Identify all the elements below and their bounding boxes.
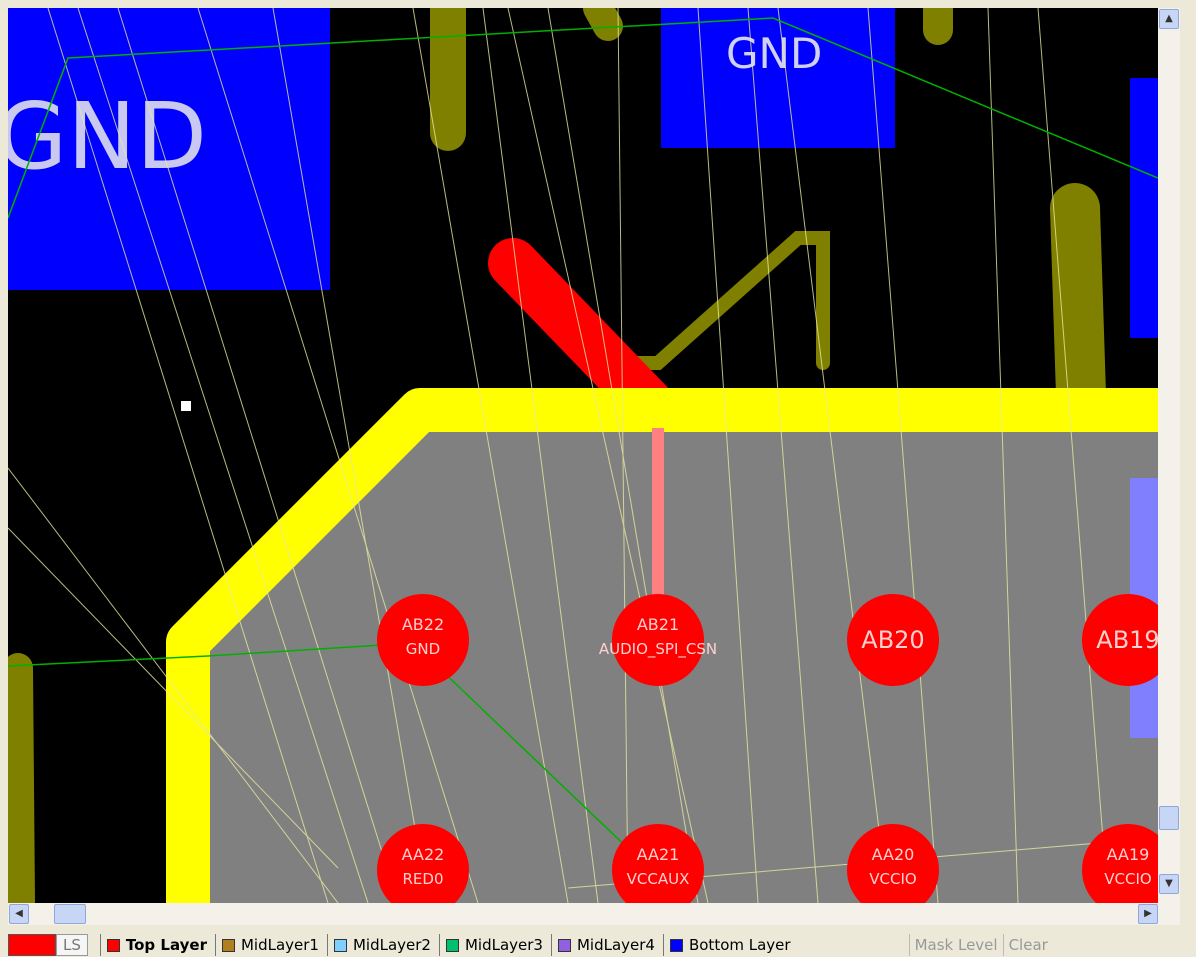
horizontal-scrollbar[interactable]: ◀ ▶ xyxy=(8,903,1180,925)
net-label: GND xyxy=(8,83,207,190)
scroll-right[interactable]: ▶ xyxy=(1138,904,1158,924)
tab-list: Top Layer MidLayer1 MidLayer2 MidLayer3 MidL… xyxy=(99,934,799,956)
pcb-canvas[interactable]: GND GND xyxy=(8,8,1158,903)
layer-tab[interactable]: Bottom Layer xyxy=(662,934,799,956)
layer-color xyxy=(106,938,120,952)
layer-color xyxy=(557,938,571,952)
layer-tabs: LS Top Layer MidLayer1 MidLayer2 MidLayer3 M… xyxy=(8,933,1196,957)
layer-label: Top Layer xyxy=(125,936,207,954)
layer-color xyxy=(221,938,235,952)
layer-label: Bottom Layer xyxy=(688,936,791,954)
pad-net: VCCIO xyxy=(1104,870,1151,888)
toolbar-icons[interactable] xyxy=(819,934,909,956)
layer-label: MidLayer2 xyxy=(352,936,431,954)
cursor xyxy=(181,401,191,411)
pad-net: GND xyxy=(406,640,440,658)
connections xyxy=(8,17,1158,859)
current-layer-color[interactable] xyxy=(8,934,56,956)
layer-color xyxy=(669,938,683,952)
layer-tab[interactable]: MidLayer4 xyxy=(550,934,663,956)
layer-tab[interactable]: MidLayer1 xyxy=(214,934,327,956)
scroll-left[interactable]: ◀ xyxy=(9,904,29,924)
pad xyxy=(612,824,704,903)
pad-net: AUDIO_SPI_CSN xyxy=(599,640,717,659)
pad-name: AA22 xyxy=(402,845,445,864)
vertical-scrollbar[interactable]: ▲ ▼ xyxy=(1158,8,1180,903)
layer-label: MidLayer4 xyxy=(576,936,655,954)
layer-tab[interactable]: MidLayer3 xyxy=(438,934,551,956)
pad xyxy=(1082,594,1158,686)
scroll-thumb[interactable] xyxy=(54,904,86,924)
pad-net: RED0 xyxy=(403,870,444,888)
board-outline xyxy=(166,388,1158,903)
pad-name: AB19 xyxy=(1096,626,1158,654)
gnd-pad xyxy=(8,8,330,290)
mask-level-button[interactable]: Mask Level xyxy=(908,934,1003,956)
scroll-thumb[interactable] xyxy=(1159,806,1179,830)
scroll-up[interactable]: ▲ xyxy=(1159,9,1179,29)
layer-label: MidLayer3 xyxy=(464,936,543,954)
pad-name: AB21 xyxy=(637,615,679,634)
ratsnest xyxy=(8,8,1158,903)
pad xyxy=(1130,78,1158,338)
scroll-down[interactable]: ▼ xyxy=(1159,874,1179,894)
pad-name: AB22 xyxy=(402,615,444,634)
pad-net: VCCIO xyxy=(869,870,916,888)
pad-net: VCCAUX xyxy=(627,870,690,888)
pad-name: AA19 xyxy=(1107,845,1150,864)
layer-set-button[interactable]: LS xyxy=(56,934,88,956)
layer-tab[interactable]: Top Layer xyxy=(99,934,215,956)
pad-name: AA21 xyxy=(637,845,680,864)
layer-tab[interactable]: MidLayer2 xyxy=(326,934,439,956)
pad-name: AB20 xyxy=(861,626,924,654)
pad xyxy=(1082,824,1158,903)
pad xyxy=(377,824,469,903)
layer-color xyxy=(445,938,459,952)
pad xyxy=(847,594,939,686)
layer-label: MidLayer1 xyxy=(240,936,319,954)
layer-color xyxy=(333,938,347,952)
net-label: GND xyxy=(726,29,822,78)
pad xyxy=(612,594,704,686)
pad xyxy=(377,594,469,686)
clear-button[interactable]: Clear xyxy=(1002,934,1053,956)
pad-name: AA20 xyxy=(872,845,915,864)
pad xyxy=(847,824,939,903)
